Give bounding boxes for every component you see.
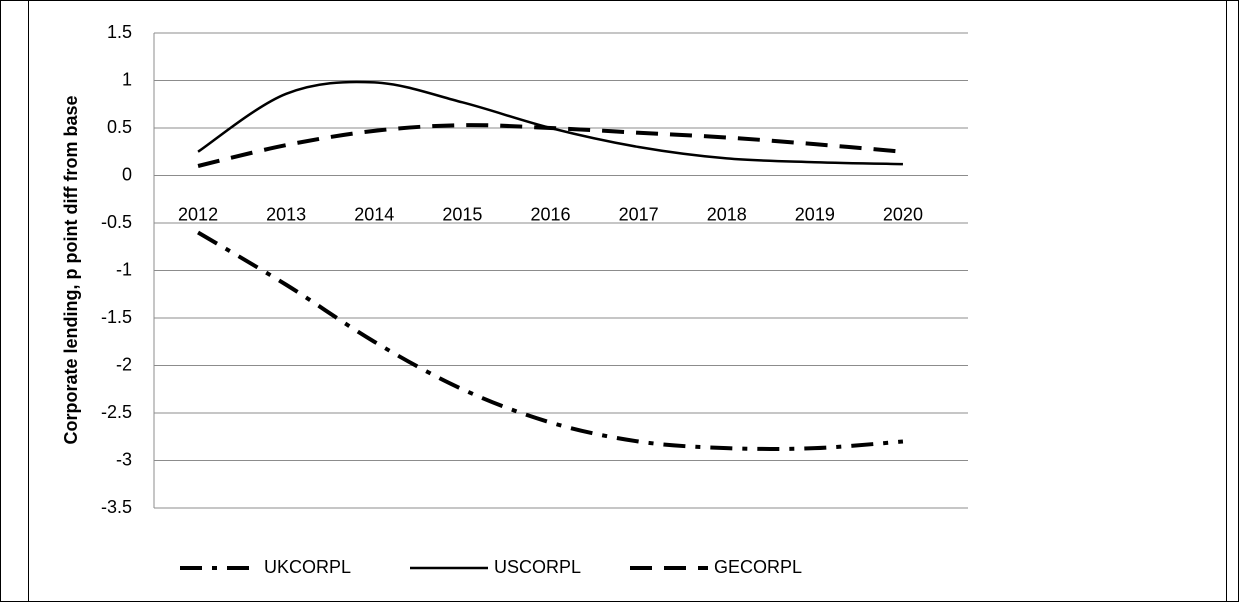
- series-line: [197, 230, 904, 451]
- legend-label: USCORPL: [494, 557, 581, 577]
- x-tick-label: 2015: [442, 204, 482, 224]
- x-tick-label: 2012: [178, 204, 218, 224]
- x-tick-label: 2013: [266, 204, 306, 224]
- y-tick-label: -2: [116, 354, 132, 374]
- y-tick-label: 0: [122, 164, 132, 184]
- y-tick-label: -1.5: [101, 307, 132, 327]
- y-tick-label: 0.5: [107, 117, 132, 137]
- y-tick-label: 1.5: [107, 22, 132, 42]
- x-tick-label: 2018: [707, 204, 747, 224]
- x-tick-label: 2017: [619, 204, 659, 224]
- y-tick-label: -3: [116, 449, 132, 469]
- x-tick-label: 2014: [354, 204, 394, 224]
- x-tick-label: 2019: [795, 204, 835, 224]
- y-tick-label: 1: [122, 69, 132, 89]
- y-axis-title: Corporate lending, p point diff from bas…: [61, 96, 81, 445]
- y-tick-label: -3.5: [101, 497, 132, 517]
- y-tick-label: -0.5: [101, 212, 132, 232]
- y-tick-label: -2.5: [101, 402, 132, 422]
- x-tick-label: 2016: [530, 204, 570, 224]
- x-tick-label: 2020: [883, 204, 923, 224]
- legend-label: GECORPL: [714, 557, 802, 577]
- legend-label: UKCORPL: [264, 557, 351, 577]
- y-tick-label: -1: [116, 259, 132, 279]
- series-line: [197, 123, 904, 168]
